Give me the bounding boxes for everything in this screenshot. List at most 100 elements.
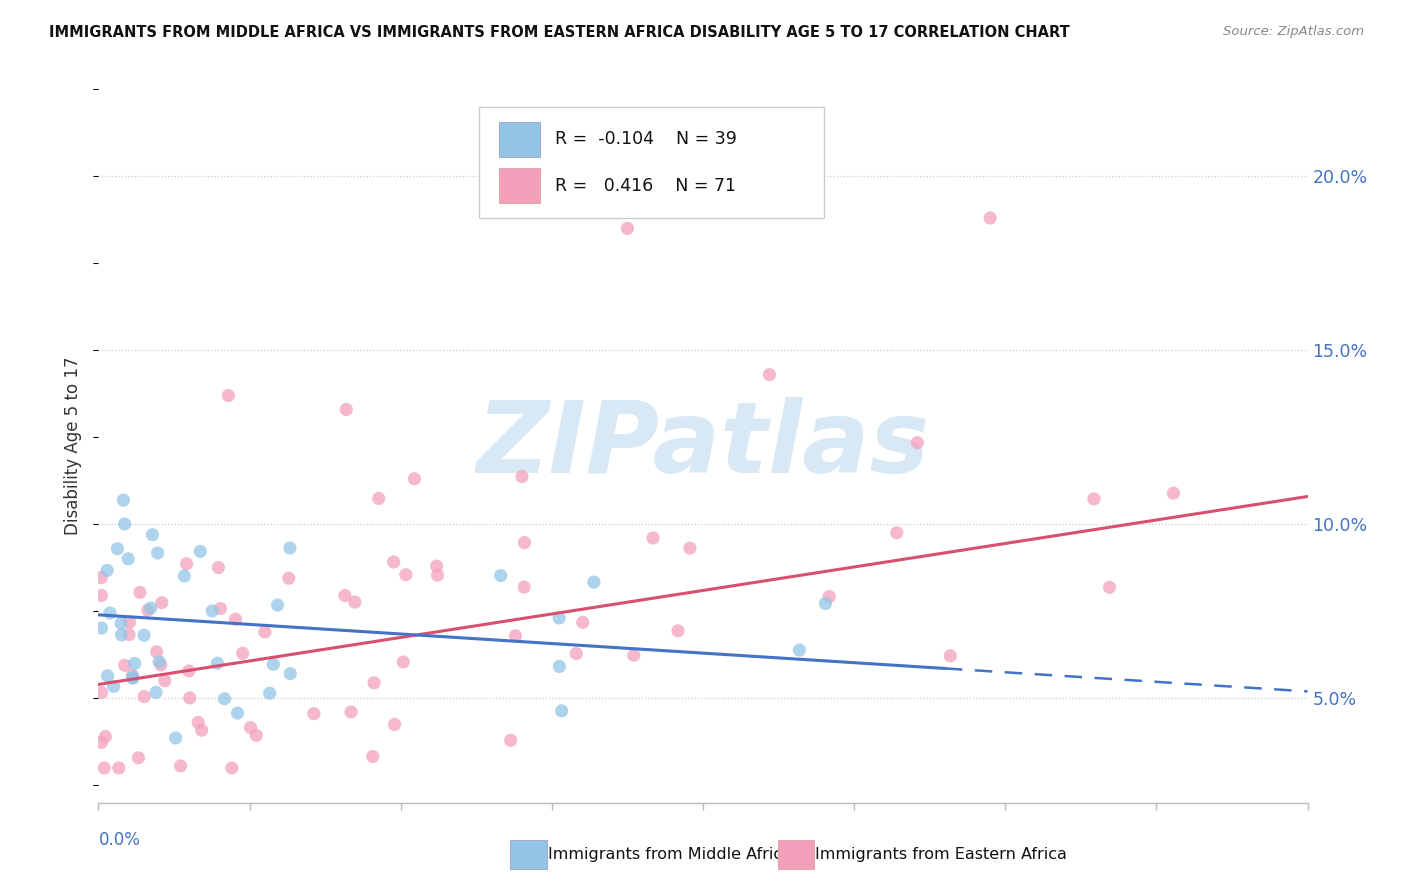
FancyBboxPatch shape bbox=[499, 168, 540, 203]
Point bbox=[814, 597, 837, 611]
Point bbox=[146, 546, 169, 560]
Point bbox=[1083, 491, 1105, 506]
Point bbox=[939, 648, 962, 663]
Point bbox=[121, 671, 143, 685]
Point bbox=[121, 671, 143, 685]
Point bbox=[118, 615, 141, 629]
Point bbox=[145, 685, 167, 699]
Point bbox=[214, 691, 236, 706]
FancyBboxPatch shape bbox=[479, 107, 824, 218]
Point bbox=[110, 616, 132, 631]
Point bbox=[548, 611, 571, 625]
Point bbox=[150, 596, 173, 610]
Point bbox=[139, 601, 162, 615]
Point bbox=[127, 751, 149, 765]
Point bbox=[302, 706, 325, 721]
Point bbox=[266, 598, 288, 612]
Point bbox=[361, 749, 384, 764]
Point bbox=[278, 541, 301, 555]
Point bbox=[209, 601, 232, 615]
Point bbox=[679, 541, 702, 556]
Point bbox=[145, 645, 167, 659]
Point bbox=[666, 624, 689, 638]
Point bbox=[392, 655, 415, 669]
Point bbox=[907, 435, 929, 450]
Point bbox=[110, 628, 132, 642]
Point bbox=[153, 673, 176, 688]
Point bbox=[121, 668, 143, 682]
Point bbox=[177, 664, 200, 678]
Point bbox=[262, 657, 284, 672]
Point bbox=[789, 643, 811, 657]
Point bbox=[207, 560, 229, 574]
Point bbox=[245, 728, 267, 742]
Point bbox=[224, 612, 246, 626]
Point bbox=[173, 569, 195, 583]
Point bbox=[136, 603, 159, 617]
Point bbox=[343, 595, 366, 609]
Point bbox=[107, 761, 129, 775]
Point bbox=[395, 567, 418, 582]
Point bbox=[117, 551, 139, 566]
Point bbox=[90, 685, 112, 699]
Point bbox=[132, 628, 155, 642]
Text: Immigrants from Middle Africa: Immigrants from Middle Africa bbox=[548, 847, 793, 862]
Point bbox=[335, 402, 357, 417]
Y-axis label: Disability Age 5 to 17: Disability Age 5 to 17 bbox=[65, 357, 83, 535]
Point bbox=[340, 705, 363, 719]
Point bbox=[623, 648, 645, 663]
Point bbox=[90, 735, 112, 749]
Point bbox=[134, 690, 156, 704]
Point bbox=[103, 679, 125, 693]
Point bbox=[98, 606, 121, 620]
Point bbox=[221, 761, 243, 775]
Point bbox=[363, 675, 385, 690]
Point bbox=[382, 555, 405, 569]
FancyBboxPatch shape bbox=[499, 121, 540, 157]
Point bbox=[179, 690, 201, 705]
Point bbox=[550, 704, 572, 718]
Point bbox=[758, 368, 780, 382]
Point bbox=[141, 528, 163, 542]
Point bbox=[489, 568, 512, 582]
Point bbox=[1098, 580, 1121, 594]
Point bbox=[149, 657, 172, 672]
Point bbox=[641, 531, 664, 545]
Point bbox=[582, 575, 605, 590]
Point bbox=[1163, 486, 1185, 500]
Text: IMMIGRANTS FROM MIDDLE AFRICA VS IMMIGRANTS FROM EASTERN AFRICA DISABILITY AGE 5: IMMIGRANTS FROM MIDDLE AFRICA VS IMMIGRA… bbox=[49, 25, 1070, 40]
Point bbox=[169, 759, 191, 773]
Point bbox=[426, 559, 449, 574]
Point bbox=[107, 541, 129, 556]
Point bbox=[571, 615, 593, 630]
Point bbox=[129, 585, 152, 599]
Point bbox=[190, 723, 212, 738]
Point bbox=[201, 604, 224, 618]
Point bbox=[188, 544, 211, 558]
Point bbox=[118, 627, 141, 641]
Point bbox=[226, 706, 249, 720]
Text: R =   0.416    N = 71: R = 0.416 N = 71 bbox=[555, 177, 737, 194]
Point bbox=[90, 589, 112, 603]
Point bbox=[148, 655, 170, 669]
Point bbox=[96, 563, 118, 577]
Point bbox=[93, 761, 115, 775]
Point bbox=[112, 493, 135, 508]
Point bbox=[114, 658, 136, 673]
Point bbox=[513, 580, 536, 594]
Point bbox=[232, 646, 254, 660]
Point bbox=[384, 717, 406, 731]
Text: Immigrants from Eastern Africa: Immigrants from Eastern Africa bbox=[815, 847, 1067, 862]
Point bbox=[114, 516, 136, 531]
Text: ZIPatlas: ZIPatlas bbox=[477, 398, 929, 494]
Point bbox=[207, 656, 229, 670]
Point bbox=[979, 211, 1001, 225]
Point bbox=[333, 589, 356, 603]
Point bbox=[94, 730, 117, 744]
Point bbox=[565, 647, 588, 661]
Point bbox=[96, 669, 118, 683]
Point bbox=[239, 721, 262, 735]
Point bbox=[90, 571, 112, 585]
Point bbox=[616, 221, 638, 235]
Text: 0.0%: 0.0% bbox=[98, 831, 141, 849]
